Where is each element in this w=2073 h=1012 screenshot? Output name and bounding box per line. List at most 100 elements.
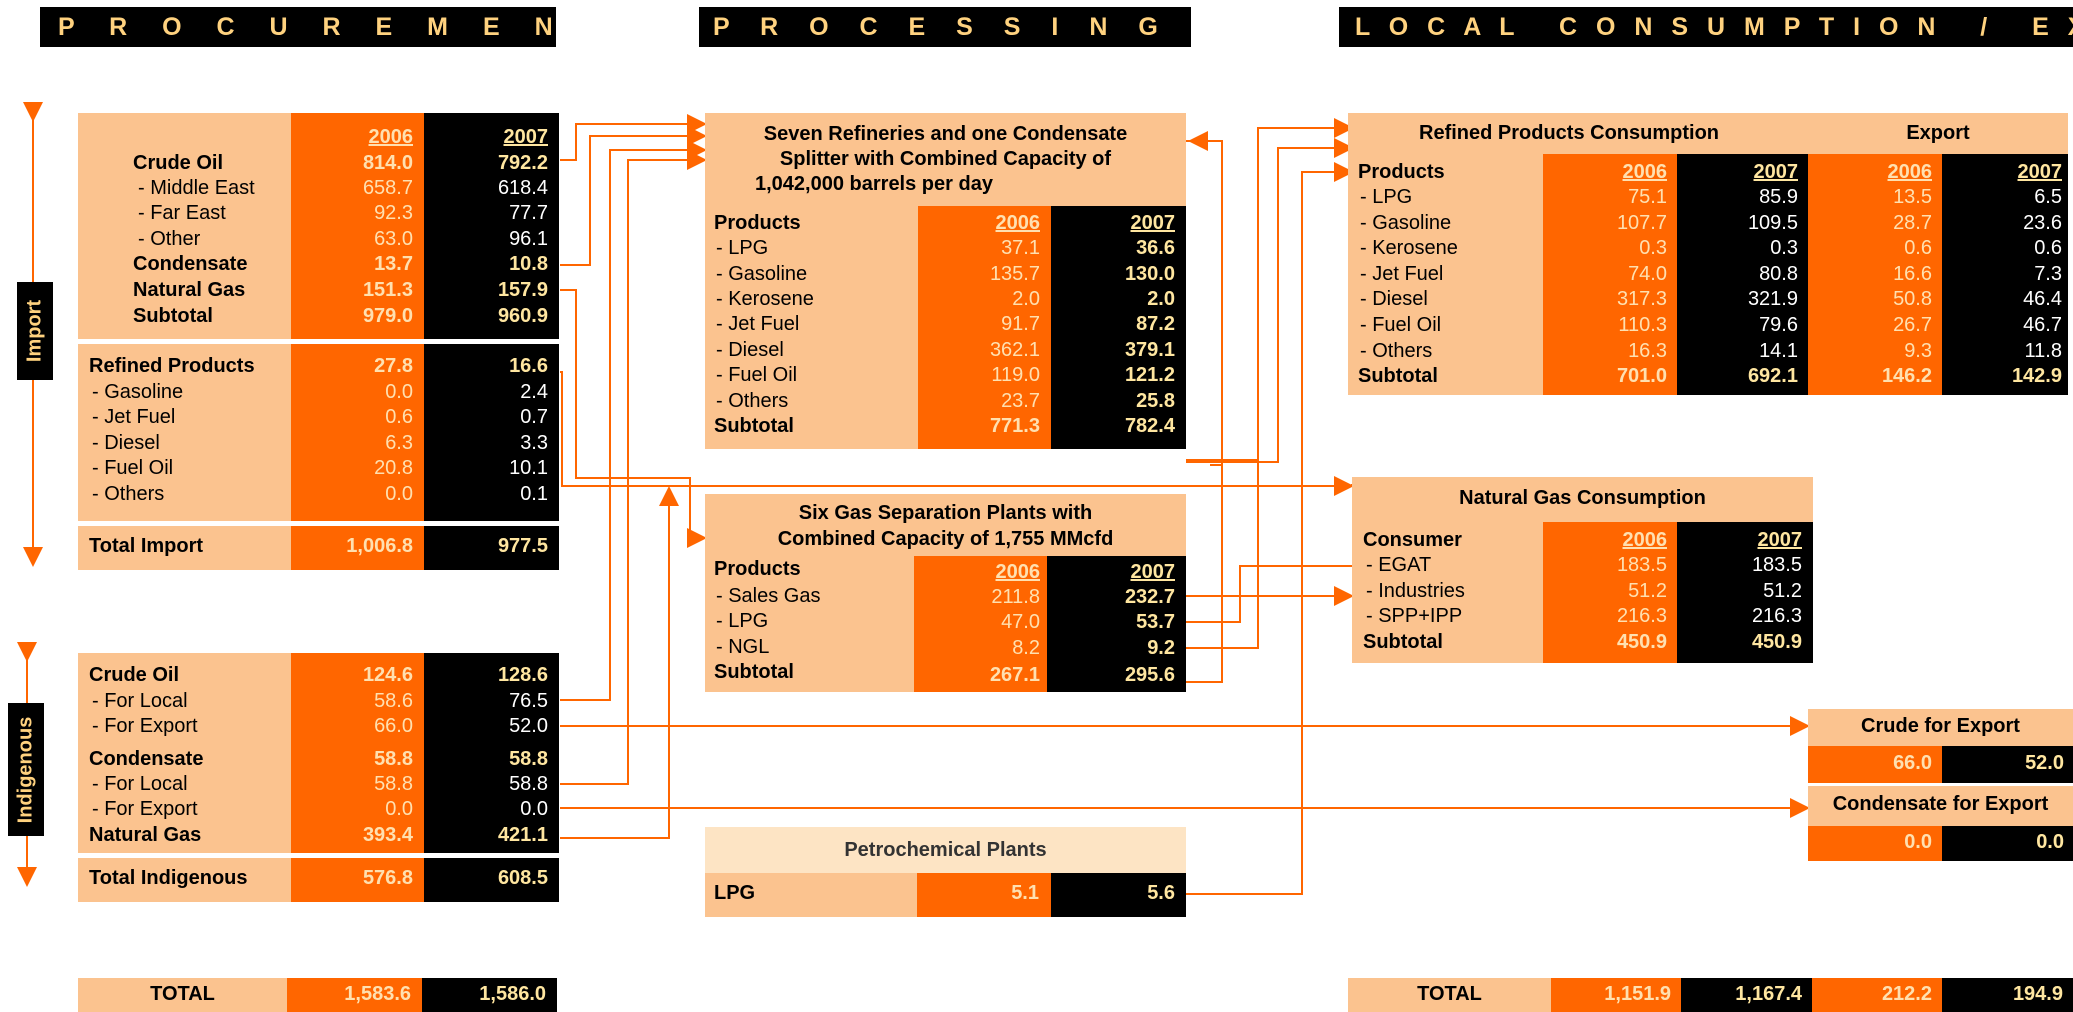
row-label: - Diesel xyxy=(716,339,784,361)
refined-consumption-title-box xyxy=(1348,113,2068,154)
row-2007: 618.4 xyxy=(497,177,548,199)
total-right-exp-2006: 212.2 xyxy=(1881,983,1932,1005)
row-2007: 421.1 xyxy=(497,824,548,846)
row-2006: 771.3 xyxy=(989,415,1040,437)
gas-sep-col-2006 xyxy=(914,556,1047,692)
gas-sep-year-2006: 2006 xyxy=(995,561,1041,583)
petro-label: LPG xyxy=(714,882,756,904)
refineries-year-2006: 2006 xyxy=(995,212,1041,234)
gas-consumption-col-2007 xyxy=(1677,522,1813,663)
row-2006: 135.7 xyxy=(989,263,1040,285)
row-label: - Middle East xyxy=(138,177,255,199)
row-exp-2007: 0.6 xyxy=(2034,237,2062,259)
row-label: - Kerosene xyxy=(716,288,814,310)
import-year-2007: 2007 xyxy=(503,126,549,148)
row-2007: 9.2 xyxy=(1147,637,1175,659)
import-year-2006: 2006 xyxy=(368,126,414,148)
row-exp-2007: 46.4 xyxy=(2023,288,2062,310)
consumption-year-2007: 2007 xyxy=(1753,161,1799,183)
row-cons-2007: 109.5 xyxy=(1747,212,1798,234)
row-exp-2007: 46.7 xyxy=(2023,314,2062,336)
row-2006: 47.0 xyxy=(1001,611,1040,633)
consumption-col-2006 xyxy=(1543,154,1677,395)
refineries-title-3: 1,042,000 barrels per day xyxy=(755,173,993,195)
row-label: - For Export xyxy=(92,715,198,737)
indigenous-side-label: Indigenous xyxy=(8,703,44,836)
row-label: - Others xyxy=(1360,340,1433,362)
row-cons-2007: 321.9 xyxy=(1747,288,1798,310)
row-label: - Others xyxy=(92,483,165,505)
refineries-col-2007 xyxy=(1051,206,1186,449)
row-2007: 87.2 xyxy=(1136,313,1175,335)
row-exp-2007: 11.8 xyxy=(2024,340,2062,362)
gas-consumer-label: Consumer xyxy=(1363,529,1462,551)
row-2006: 119.0 xyxy=(991,364,1040,386)
row-2007: 216.3 xyxy=(1751,605,1802,627)
row-2006: 0.0 xyxy=(385,483,413,505)
procurement-header: P R O C U R E M E N T xyxy=(40,7,556,47)
condensate-export-2006: 0.0 xyxy=(1904,831,1932,853)
row-2006: 151.3 xyxy=(362,279,413,301)
consumption-header: L O C A L C O N S U M P T I O N / E X P … xyxy=(1339,7,2073,47)
row-2007: 0.1 xyxy=(520,483,548,505)
total-indigenous-box xyxy=(78,858,291,902)
row-exp-2006: 13.5 xyxy=(1893,186,1932,208)
row-exp-2006: 9.3 xyxy=(1904,340,1932,362)
petro-row-box xyxy=(705,873,917,917)
row-2006: 27.8 xyxy=(374,355,413,377)
row-label: - Kerosene xyxy=(1360,237,1458,259)
row-exp-2007: 142.9 xyxy=(2011,365,2062,387)
total-import-label: Total Import xyxy=(89,535,204,557)
row-exp-2006: 28.7 xyxy=(1893,212,1932,234)
crude-export-col-2007 xyxy=(1942,746,2073,783)
row-2006: 979.0 xyxy=(362,305,413,327)
gas-consumption-year-2006: 2006 xyxy=(1622,529,1668,551)
consumption-header-text: L O C A L C O N S U M P T I O N / E X P … xyxy=(1355,13,2073,41)
petro-2007: 5.6 xyxy=(1147,882,1175,904)
row-2007: 183.5 xyxy=(1751,554,1802,576)
row-label: - Jet Fuel xyxy=(1360,263,1444,285)
row-2007: 58.8 xyxy=(509,773,548,795)
row-2007: 58.8 xyxy=(509,748,548,770)
row-exp-2006: 50.8 xyxy=(1893,288,1932,310)
total-right-box xyxy=(1348,978,1551,1012)
row-2007: 3.3 xyxy=(520,432,548,454)
export-col-2007 xyxy=(1942,154,2068,395)
crude-export-title: Crude for Export xyxy=(1861,715,2020,737)
row-2006: 58.8 xyxy=(374,773,413,795)
export-title: Export xyxy=(1906,122,1970,144)
total-left-col-2006 xyxy=(287,978,422,1012)
row-2006: 2.0 xyxy=(1012,288,1040,310)
row-cons-2006: 75.1 xyxy=(1628,186,1667,208)
row-exp-2006: 26.7 xyxy=(1893,314,1932,336)
total-right-exp-2007: 194.9 xyxy=(2012,983,2063,1005)
procurement-header-text: P R O C U R E M E N T xyxy=(58,13,556,41)
processing-header: P R O C E S S I N G xyxy=(699,7,1191,47)
row-label: Natural Gas xyxy=(133,279,246,301)
total-right-col-exp-2006 xyxy=(1812,978,1942,1012)
total-left-col-2007 xyxy=(422,978,557,1012)
row-2007: 295.6 xyxy=(1124,664,1175,686)
row-exp-2007: 23.6 xyxy=(2023,212,2062,234)
import-refined-col-2007 xyxy=(424,344,559,521)
row-cons-2007: 14.1 xyxy=(1759,340,1798,362)
consumption-products-label: Products xyxy=(1358,161,1445,183)
row-2007: 232.7 xyxy=(1124,586,1175,608)
row-2006: 362.1 xyxy=(989,339,1040,361)
row-2007: 130.0 xyxy=(1124,263,1175,285)
row-label: Subtotal xyxy=(1363,631,1443,653)
row-2006: 13.7 xyxy=(374,253,413,275)
row-2006: 211.8 xyxy=(991,586,1040,608)
row-2007: 128.6 xyxy=(497,664,548,686)
total-left-label: TOTAL xyxy=(150,983,215,1005)
row-2007: 157.9 xyxy=(497,279,548,301)
refineries-products-label: Products xyxy=(714,212,801,234)
refineries-title-2: Splitter with Combined Capacity of xyxy=(779,148,1112,170)
row-2006: 20.8 xyxy=(374,457,413,479)
row-label: Crude Oil xyxy=(133,152,224,174)
row-2006: 58.6 xyxy=(374,690,413,712)
petro-title-box xyxy=(705,827,1186,873)
row-label: Subtotal xyxy=(714,661,794,683)
petro-col-2007 xyxy=(1051,873,1186,917)
row-label: - SPP+IPP xyxy=(1366,605,1463,627)
